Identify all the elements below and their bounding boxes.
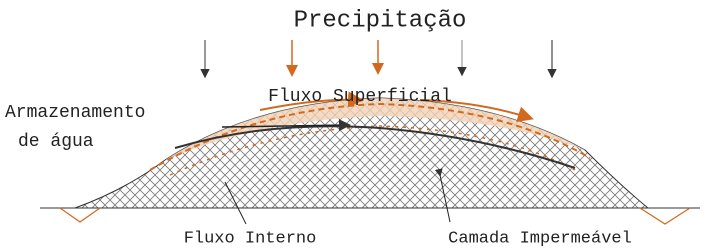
surface-flow-label: Fluxo Superficial (268, 87, 452, 107)
internal-flow-label: Fluxo Interno (184, 229, 317, 248)
storage-label-line1: Armazenamento (5, 103, 145, 123)
rain-arrows (205, 40, 552, 76)
impermeable-layer-label: Camada Impermeável (448, 229, 632, 248)
diagram: Precipitação Fluxo Superficial Armazenam… (0, 0, 708, 249)
title: Precipitação (294, 7, 467, 34)
storage-label-line2: de água (18, 132, 94, 152)
